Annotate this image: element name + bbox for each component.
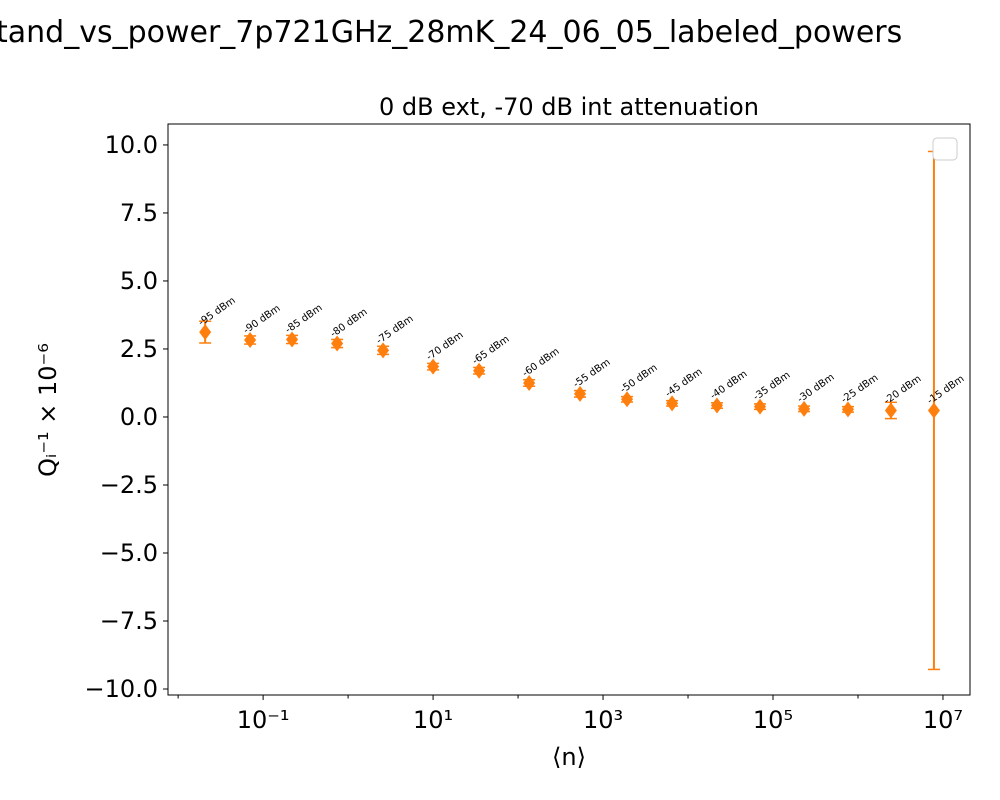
marker <box>331 335 344 352</box>
y-tick-label: 5.0 <box>120 267 158 295</box>
x-tick-label: 10⁵ <box>753 706 793 734</box>
plot-frame <box>167 123 971 696</box>
y-tick-label: 10.0 <box>105 131 158 159</box>
marker <box>473 362 486 379</box>
y-tick-label: −10.0 <box>84 675 158 703</box>
marker <box>377 342 390 359</box>
marker <box>621 391 634 408</box>
y-tick-label: −2.5 <box>100 471 158 499</box>
marker <box>286 331 299 348</box>
marker <box>574 385 587 402</box>
x-tick-label: 10⁻¹ <box>237 706 290 734</box>
marker <box>798 400 811 417</box>
chart-title: tand_vs_power_7p721GHz_28mK_24_06_05_lab… <box>0 15 902 50</box>
marker <box>244 331 257 348</box>
marker <box>199 324 212 341</box>
y-tick-label: −5.0 <box>100 539 158 567</box>
marker <box>841 401 854 418</box>
x-tick-label: 10¹ <box>413 706 453 734</box>
marker <box>710 397 723 414</box>
marker <box>666 395 679 412</box>
x-tick-label: 10³ <box>583 706 623 734</box>
y-tick-label: 7.5 <box>120 199 158 227</box>
marker <box>427 358 440 375</box>
marker <box>884 402 897 419</box>
y-tick-label: 0.0 <box>120 403 158 431</box>
y-axis-label: Qᵢ⁻¹ × 10⁻⁶ <box>34 343 62 477</box>
x-axis-label: ⟨n⟩ <box>552 743 586 771</box>
marker <box>927 402 940 419</box>
marker <box>523 374 536 391</box>
y-tick-label: 2.5 <box>120 335 158 363</box>
y-tick-label: −7.5 <box>100 607 158 635</box>
marker <box>753 398 766 415</box>
legend-box <box>932 137 958 161</box>
chart-subtitle: 0 dB ext, -70 dB int attenuation <box>379 93 759 121</box>
x-tick-label: 10⁷ <box>923 706 963 734</box>
